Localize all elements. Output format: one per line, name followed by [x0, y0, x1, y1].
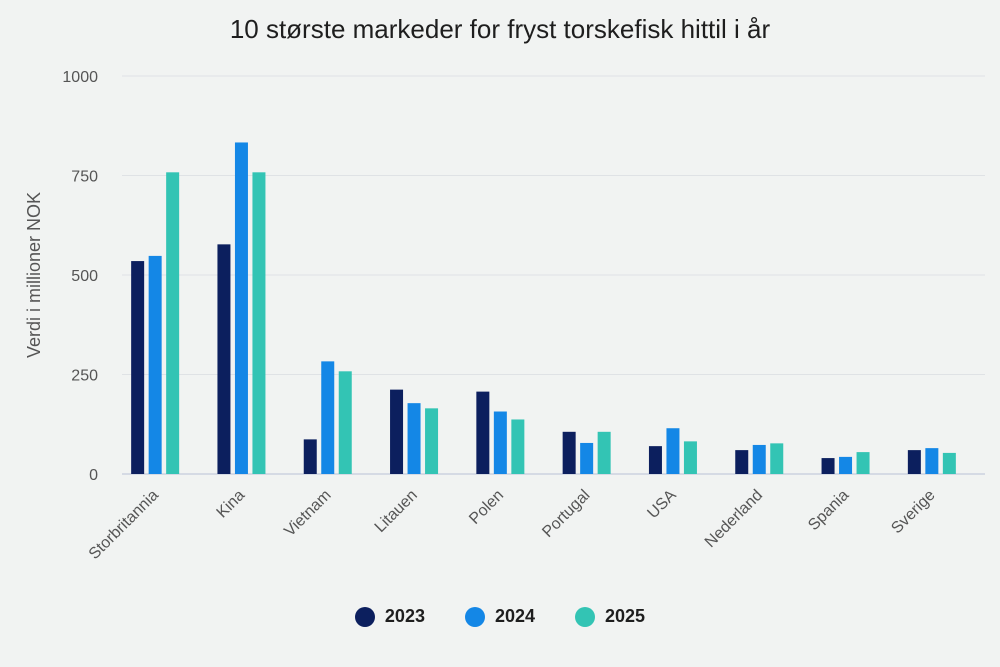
bar-2025 — [856, 452, 870, 474]
legend-label: 2025 — [605, 606, 646, 626]
bar-2025 — [252, 172, 266, 475]
legend-item[interactable]: 2024 — [464, 606, 536, 627]
legend-marker — [354, 606, 375, 627]
legend-marker — [464, 606, 485, 627]
y-tick-label: 750 — [71, 169, 98, 186]
bar-2025 — [770, 443, 784, 474]
category-label: USA — [644, 487, 680, 523]
legend-label: 2023 — [384, 606, 425, 626]
bar-2024 — [666, 428, 680, 474]
bar-2024 — [148, 255, 162, 474]
legend: 2023 2024 2025 — [0, 606, 1000, 627]
category-label: Vietnam — [281, 487, 334, 540]
y-tick-label: 0 — [89, 467, 98, 484]
chart-title: 10 største markeder for fryst torskefisk… — [229, 14, 771, 44]
bar-2024 — [321, 361, 335, 474]
category-label: Nederland — [702, 487, 766, 551]
category-label: Sverige — [888, 487, 938, 537]
bar-2024 — [493, 411, 507, 474]
legend-item[interactable]: 2025 — [575, 606, 645, 627]
category-label: Portugal — [539, 487, 593, 541]
legend-label: 2024 — [494, 606, 536, 626]
bar-2024 — [925, 448, 939, 474]
bar-2023 — [907, 450, 921, 474]
bar-2023 — [303, 439, 317, 474]
bar-2023 — [648, 446, 662, 474]
bar-2023 — [821, 458, 835, 474]
bar-2025 — [597, 431, 611, 474]
bar-2023 — [476, 391, 490, 474]
bar-2024 — [234, 142, 248, 474]
category-label: Litauen — [372, 487, 421, 536]
bar-2024 — [407, 403, 421, 474]
y-axis-title: Verdi i millioner NOK — [24, 192, 44, 358]
bar-2024 — [752, 444, 766, 474]
legend-marker — [575, 606, 596, 627]
category-label: Kina — [214, 487, 249, 522]
category-label: Polen — [466, 487, 507, 528]
bar-2023 — [131, 261, 145, 474]
category-label: Storbritannia — [86, 487, 162, 563]
bar-2023 — [562, 431, 576, 474]
y-tick-label: 1000 — [62, 69, 98, 86]
bar-2024 — [580, 442, 594, 474]
category-label: Spania — [805, 487, 852, 534]
bar-2023 — [390, 389, 404, 474]
bar-2023 — [217, 244, 231, 474]
bar-2025 — [683, 441, 697, 474]
legend-item[interactable]: 2023 — [354, 606, 425, 627]
y-tick-label: 250 — [71, 368, 98, 385]
bar-2025 — [425, 408, 439, 474]
bar-2025 — [942, 452, 956, 474]
y-tick-label: 500 — [71, 268, 98, 285]
bar-2024 — [839, 456, 853, 474]
bar-2025 — [511, 419, 525, 474]
bar-2025 — [166, 172, 180, 475]
bar-2023 — [735, 450, 749, 474]
bar-2025 — [338, 371, 352, 474]
